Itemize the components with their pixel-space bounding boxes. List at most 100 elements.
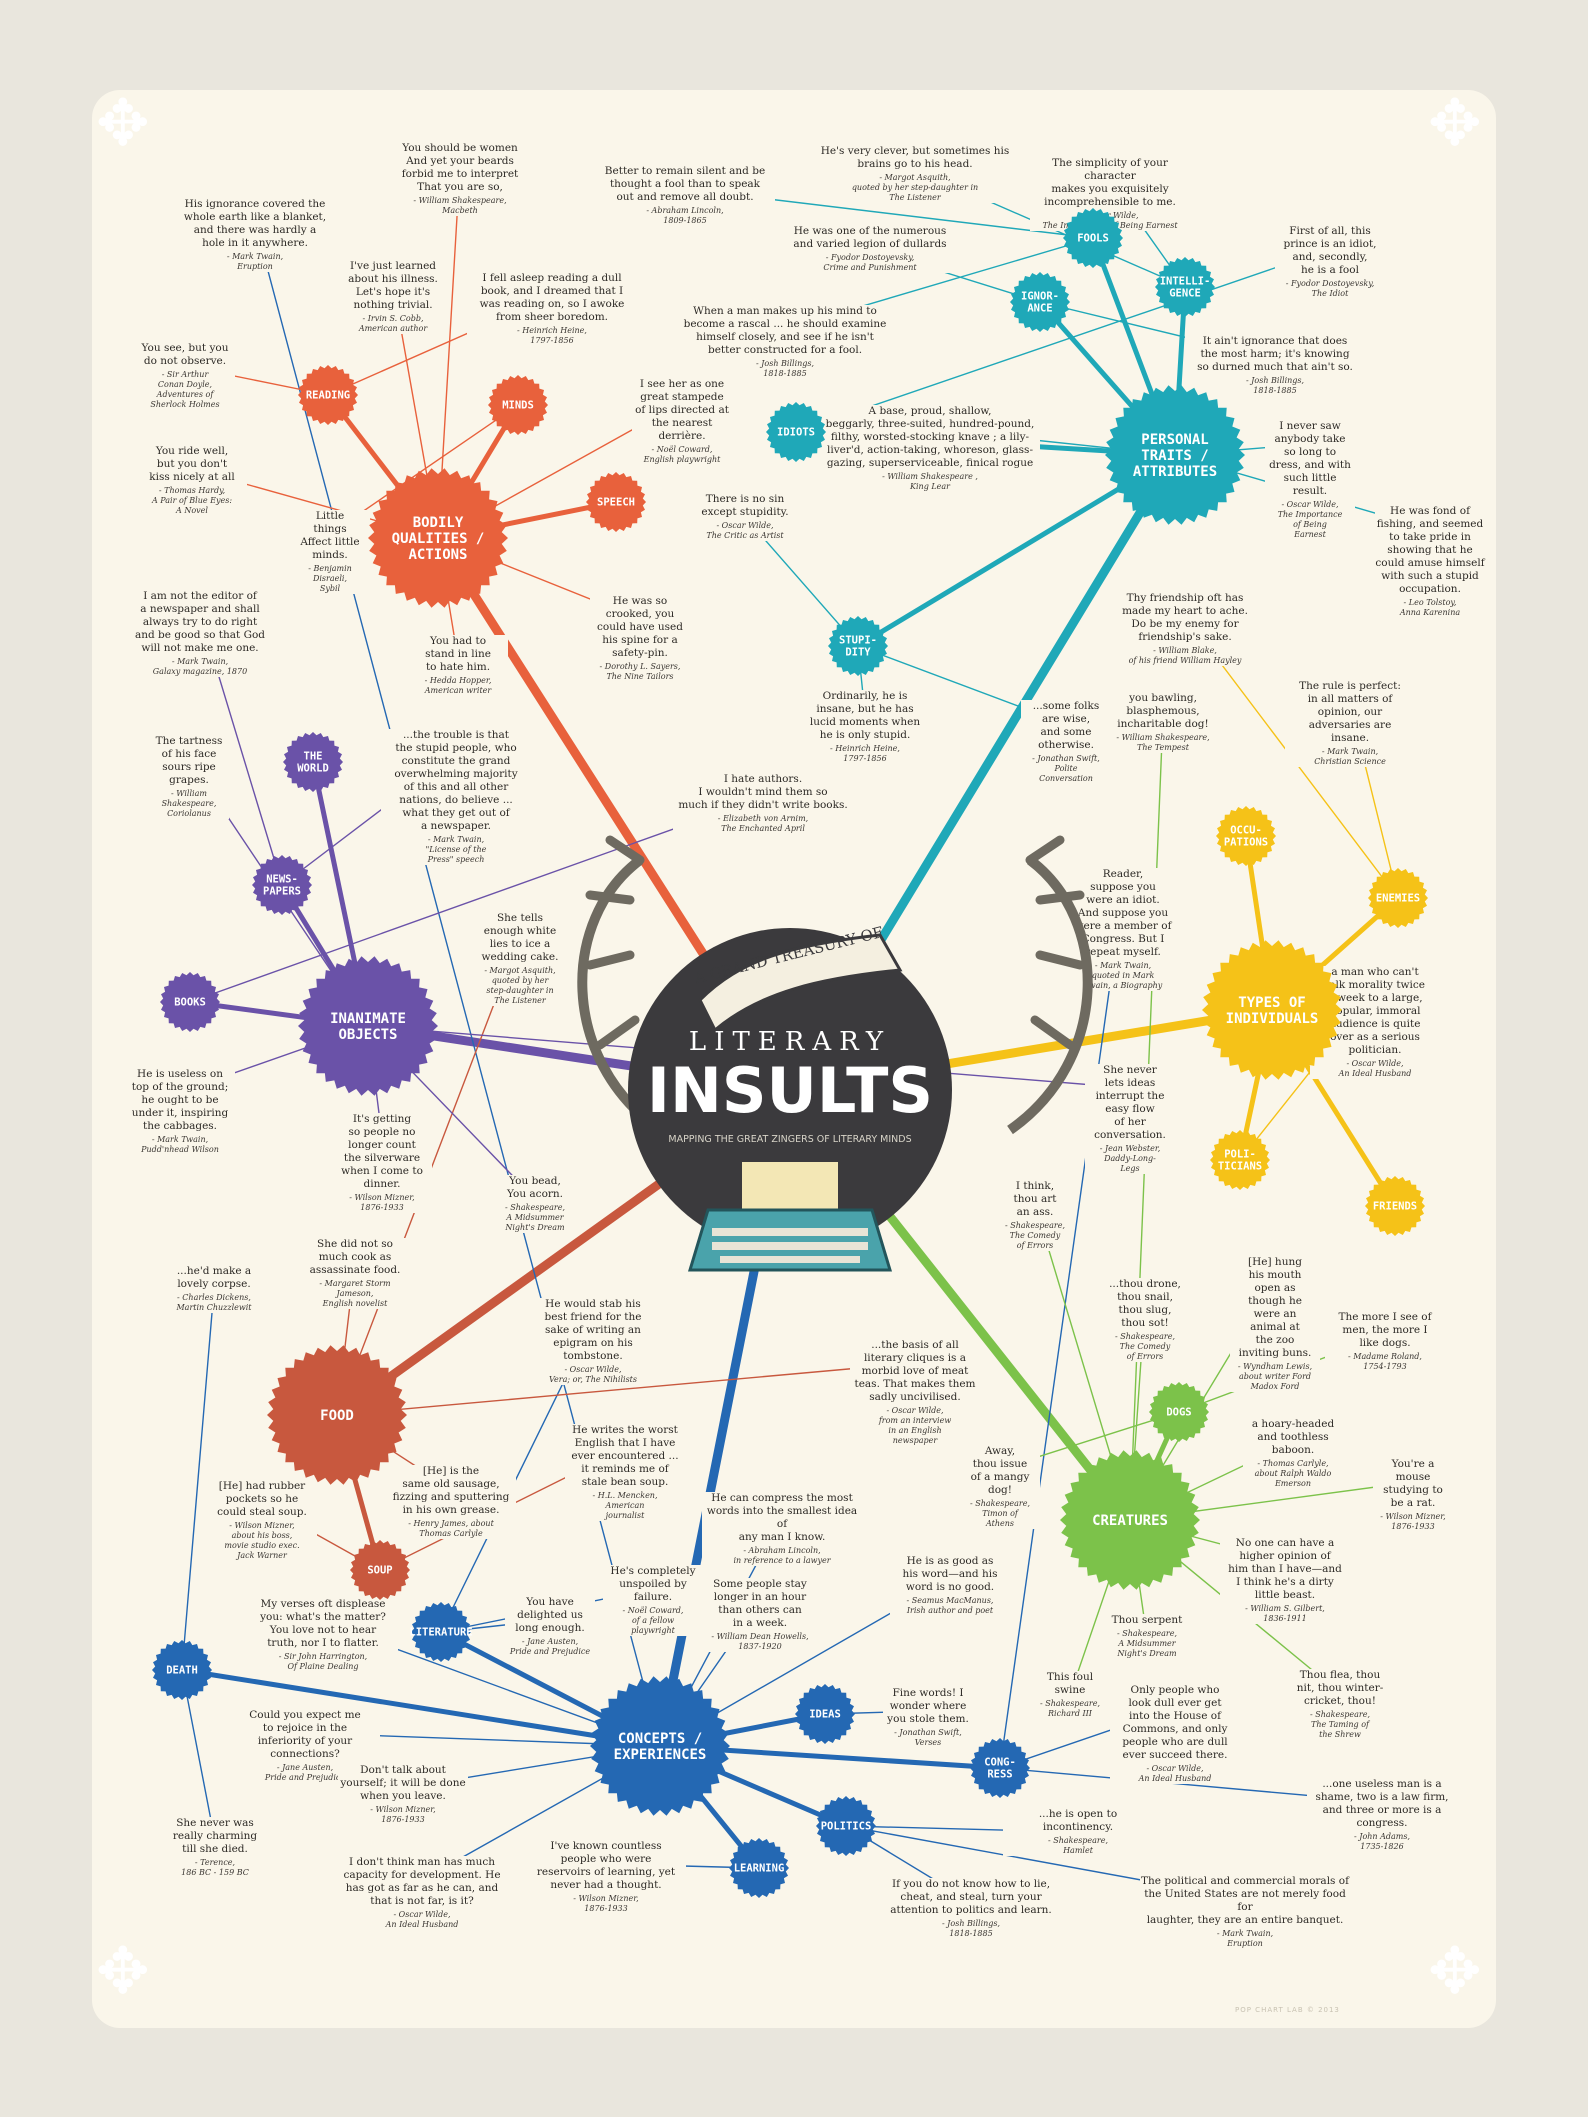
quote-attribution: - William Shakespeare, Coriolanus [161,789,217,818]
quote-text: Thou serpent [1111,1614,1183,1626]
quote-block: The rule is perfect: in all matters of o… [1285,680,1415,767]
hub-speech: SPEECH [586,472,646,532]
quote-block: His ignorance covered the whole earth li… [170,198,340,272]
hub-stupidity: STUPI-DITY [828,616,888,676]
hub-label: SOUP [367,1565,392,1577]
corner-ornament-top-left: ✥ [96,87,150,161]
quote-attribution: - Oscar Wilde, The Importance of Being E… [1277,500,1343,539]
quote-attribution: - Noël Coward, English playwright [643,445,721,464]
spoke-line-death [179,1667,663,1749]
hub-world: THE WORLD [283,732,343,792]
quote-text: I fell asleep reading a dull book, and I… [479,272,625,323]
hub-badge [298,956,438,1096]
hub-label: STUPI-DITY [839,635,877,659]
typewriter-icon [687,1162,893,1272]
quote-attribution: - William S. Gilbert, 1836-1911 [1245,1604,1325,1623]
hub-label: NEWS-PAPERS [263,874,301,898]
quote-text: You should be women And yet your beards … [401,142,519,193]
quote-block: She did not so much cook as assassinate … [295,1238,415,1309]
hub-minds: MINDS [488,375,548,435]
quote-block: Little things Affect little minds. - Benj… [290,510,370,594]
title-subtitle: MAPPING THE GREAT ZINGERS OF LITERARY MI… [668,1134,911,1145]
quote-attribution: - Irvin S. Cobb, American author [358,314,428,333]
hub-badge [1216,806,1276,866]
quote-attribution: - Heinrich Heine, 1797-1856 [830,744,900,763]
quote-block: The tartness of his face sours ripe grap… [149,735,229,819]
quote-attribution: - Margot Asquith, quoted by her step-dau… [851,173,979,202]
quote-text: I've just learned about his illness. Let… [348,260,438,311]
quote-block: Could you expect me to rejoice in the in… [230,1709,380,1783]
quote-block: If you do not know how to lie, cheat, an… [881,1878,1061,1939]
quote-text: Better to remain silent and be thought a… [604,165,766,203]
quote-block: It's getting so people no longer count t… [332,1113,432,1213]
quote-attribution: - Henry James, about Thomas Carlyle [408,1519,494,1538]
hub-badge [970,1738,1030,1798]
hub-label: INTELLI-GENCE [1160,276,1211,300]
quote-text: Ordinarily, he is insane, but he has luc… [809,690,921,741]
quote-link-line [336,1362,916,1416]
hub-badge [350,1540,410,1600]
quote-attribution: - Wilson Mizner, 1876-1933 [370,1805,436,1824]
quote-text: You have delighted us long enough. [515,1596,585,1634]
quote-block: ...one useless man is a shame, two is a … [1307,1778,1457,1852]
quote-attribution: - Wyndham Lewis, about writer Ford Madox… [1237,1362,1313,1391]
quote-attribution: - Thomas Carlyle, about Ralph Waldo Emer… [1254,1459,1332,1488]
quote-link-line [795,248,1331,433]
quote-attribution: - Oscar Wilde, An Ideal Husband [1338,1059,1412,1078]
hub-label: IDEAS [809,1709,841,1721]
quote-block: When a man makes up his mind to become a… [680,305,890,379]
quote-attribution: - Shakespeare, A Midsummer Night's Dream [504,1203,566,1232]
hub-label: FRIENDS [1373,1201,1417,1213]
hub-badge [729,1838,789,1898]
quote-attribution: - Shakespeare, A Midsummer Night's Dream [1116,1629,1178,1658]
quote-block: He was one of the numerous and varied le… [780,225,960,273]
hub-badge [1060,1450,1200,1590]
quote-text: A base, proud, shallow, beggarly, three-… [825,405,1035,469]
hub-badge [1155,257,1215,317]
quote-text: He can compress the most words into the … [706,1492,858,1543]
quote-text: Thy friendship oft has made my heart to … [1122,592,1248,643]
quote-text: His ignorance covered the whole earth li… [183,198,327,249]
quote-attribution: - Shakespeare, The Comedy of Errors [1114,1332,1176,1361]
quote-attribution: - Leo Tolstoy, Anna Karenina [1399,598,1461,617]
quote-attribution: - Oscar Wilde, Vera; or, The Nihilists [548,1365,638,1384]
hub-label: CONCEPTS / EXPERIENCES [614,1731,707,1763]
quote-text: If you do not know how to lie, cheat, an… [890,1878,1052,1916]
hub-badge [1105,385,1245,525]
hub-concepts: CONCEPTS / EXPERIENCES [590,1676,730,1816]
hub-badge [1365,1176,1425,1236]
hub-badge [368,468,508,608]
hub-ideas: IDEAS [795,1684,855,1744]
hub-label: FOOD [320,1408,354,1424]
quote-attribution: - Oscar Wilde, An Ideal Husband [385,1910,459,1929]
hub-label: IDIOTS [777,427,815,439]
quote-text: ...the basis of all literary cliques is … [854,1339,976,1403]
quote-text: First of all, this prince is an idiot, a… [1283,225,1377,276]
quote-text: The political and commercial morals of t… [1141,1875,1349,1926]
quote-text: You bead, You acorn. [506,1175,564,1200]
quote-block: Some people stay longer in an hour than … [705,1578,815,1652]
hub-badge [252,855,312,915]
quote-attribution: - William Blake, of his friend William H… [1128,646,1242,665]
quote-text: I never saw anybody take so long to dres… [1269,420,1351,497]
quote-attribution: - Noël Coward, of a fellow playwright [622,1606,684,1635]
title-banner [698,933,903,1033]
quote-attribution: - Margaret Storm Jameson, English noveli… [319,1279,391,1308]
quote-text: He would stab his best friend for the sa… [544,1298,642,1362]
quote-block: He writes the worst English that I have … [565,1424,685,1521]
quote-attribution: - Mark Twain, Pudd'nhead Wilson [141,1135,219,1154]
quote-attribution: - Wilson Mizner, 1876-1933 [1380,1512,1446,1531]
quote-block: You should be women And yet your beards … [385,142,535,216]
hub-friends: FRIENDS [1365,1176,1425,1236]
quote-attribution: - Josh Billings, 1818-1885 [941,1919,1001,1938]
quote-text: He was fond of fishing, and seemed to ta… [1375,505,1485,595]
quote-attribution: - Abraham Lincoln, 1809-1865 [646,206,724,225]
hub-idiots: IDIOTS [766,402,826,462]
quote-block: ...the trouble is that the stupid people… [381,729,531,865]
quote-attribution: - Jonathan Swift, Verses [894,1728,962,1747]
quote-attribution: - Shakespeare, Richard III [1039,1699,1101,1718]
quote-attribution: - Fyodor Dostoyevsky, Crime and Punishme… [823,253,917,272]
quote-text: You had to stand in line to hate him. [425,635,491,673]
quote-block: You see, but you do not observe. - Sir Ar… [135,342,235,410]
quote-attribution: - Hedda Hopper, American writer [424,676,492,695]
